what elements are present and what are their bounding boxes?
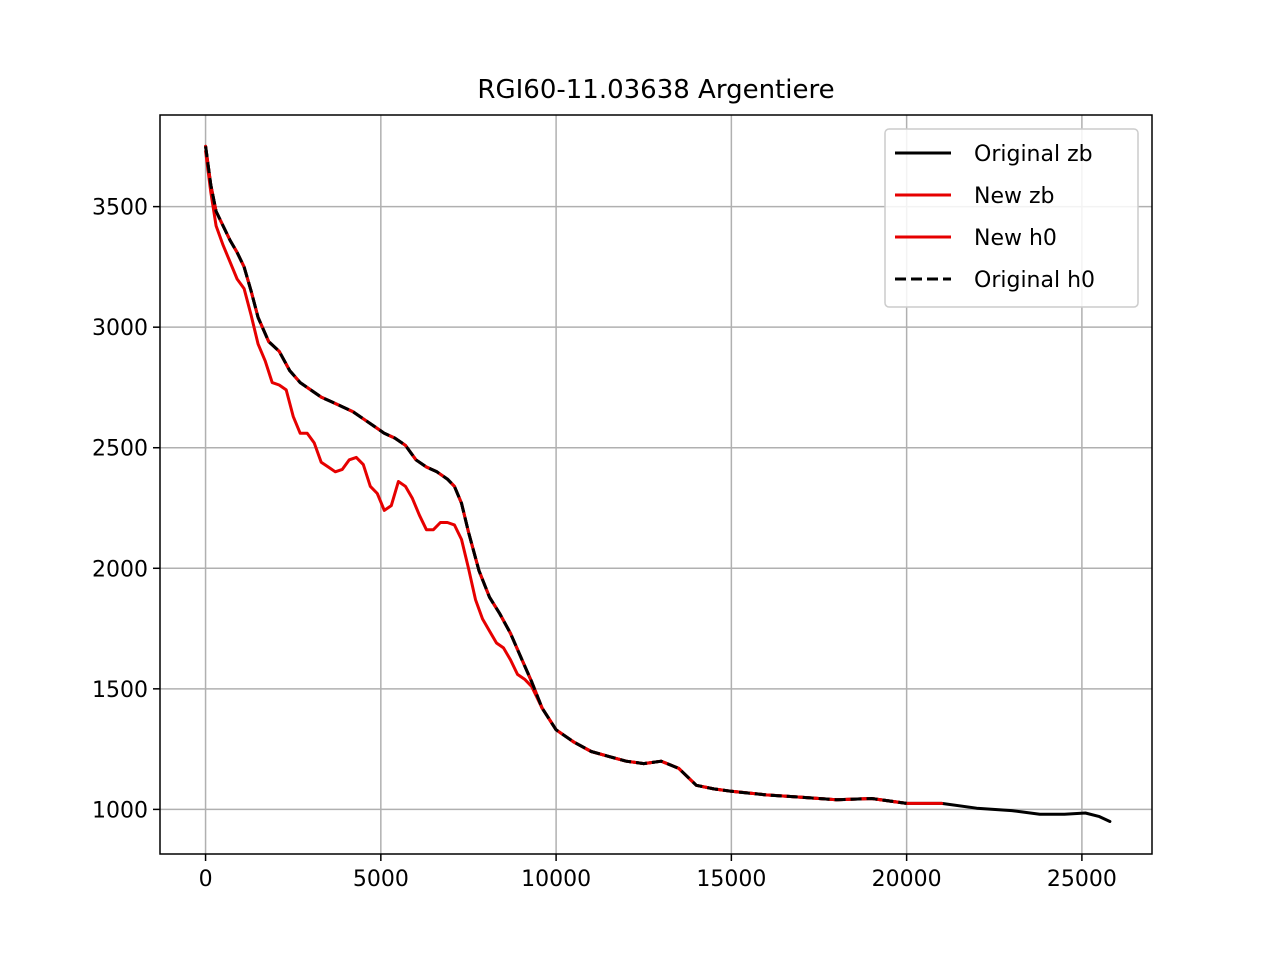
plot-frame — [159, 114, 1153, 855]
x-tick-label: 15000 — [696, 867, 766, 892]
grid-lines — [160, 115, 1152, 854]
y-tick-label: 3500 — [92, 196, 148, 221]
series-line-original-h0 — [204, 146, 907, 805]
legend-label: Original zb — [974, 142, 1093, 167]
legend-box — [884, 128, 1139, 308]
series-lines — [204, 144, 1112, 823]
x-tick-label: 10000 — [521, 867, 591, 892]
legend-label: New h0 — [974, 226, 1057, 251]
x-tick-label: 20000 — [872, 867, 942, 892]
y-tick-label: 2000 — [92, 557, 148, 582]
legend-label: New zb — [974, 184, 1055, 209]
x-tick-label: 0 — [199, 867, 213, 892]
legend: Original zb New zb New h0 Original h0 — [884, 128, 1139, 308]
legend-label: Original h0 — [974, 268, 1095, 293]
y-tick-label: 1000 — [92, 798, 148, 823]
y-tick-label: 2500 — [92, 437, 148, 462]
x-tick-label: 25000 — [1047, 867, 1117, 892]
axis-ticks: 0 5000 10000 15000 20000 25000 1000 1500 2000 250… — [92, 196, 1117, 892]
y-tick-label: 3000 — [92, 316, 148, 341]
y-tick-label: 1500 — [92, 678, 148, 703]
x-tick-label: 5000 — [353, 867, 409, 892]
chart-title: RGI60-11.03638 Argentiere — [477, 75, 834, 105]
